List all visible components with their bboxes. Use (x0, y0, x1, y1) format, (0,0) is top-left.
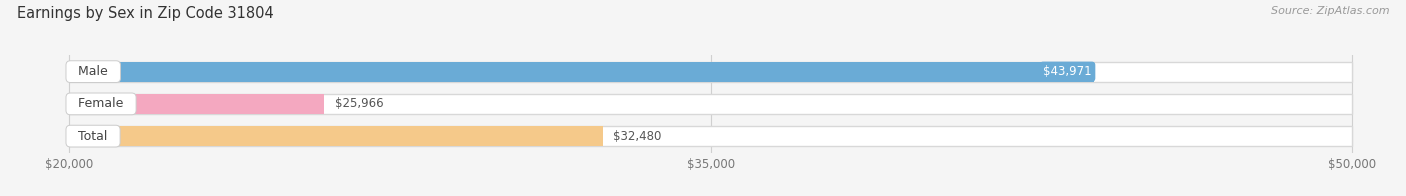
Text: Male: Male (70, 65, 117, 78)
Text: $43,971: $43,971 (1043, 65, 1092, 78)
Bar (69, 126, 603, 146)
Text: Total: Total (70, 130, 115, 143)
Text: Earnings by Sex in Zip Code 31804: Earnings by Sex in Zip Code 31804 (17, 6, 274, 21)
Bar (69, 62, 1353, 82)
Bar (69, 126, 1353, 146)
Bar (69, 94, 325, 114)
Text: $25,966: $25,966 (335, 97, 384, 110)
Text: Source: ZipAtlas.com: Source: ZipAtlas.com (1271, 6, 1389, 16)
Text: Female: Female (70, 97, 132, 110)
Bar (69, 94, 1353, 114)
Bar (69, 62, 1094, 82)
Text: $32,480: $32,480 (613, 130, 661, 143)
